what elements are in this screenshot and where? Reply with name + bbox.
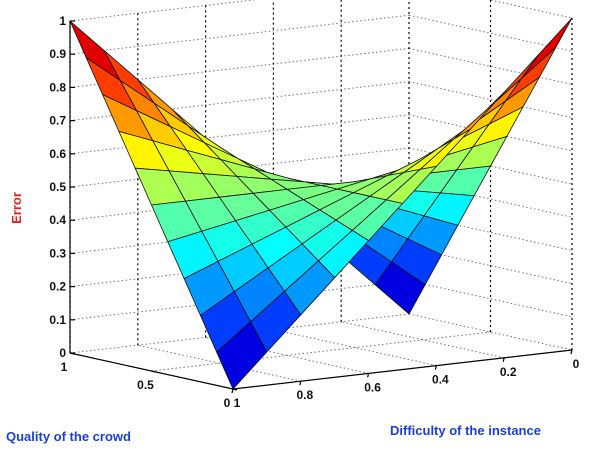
y-tick-mark (434, 365, 437, 370)
z-gridline-back (69, 147, 410, 188)
x-tick-mark (69, 352, 75, 355)
z-gridline-back (69, 280, 410, 321)
x-axis-label: Quality of the crowd (6, 429, 131, 444)
surface-patch (216, 321, 268, 390)
z-tick-label: 0.4 (49, 213, 66, 227)
x-tick-label: 0 (224, 396, 231, 410)
floor-gridline (151, 331, 491, 372)
y-axis-label: Difficulty of the instance (390, 423, 541, 438)
z-tick-label: 0.1 (49, 313, 66, 327)
z-tick-label: 0.9 (49, 47, 66, 61)
surface-patch (521, 17, 573, 79)
y-tick-mark (502, 357, 505, 362)
y-tick-label: 0.6 (364, 380, 381, 394)
z-tick-label: 0 (59, 346, 66, 360)
y-tick-label: 1 (234, 396, 241, 410)
z-gridline-back (69, 14, 410, 55)
y-tick-label: 0 (573, 357, 580, 371)
z-tick-label: 0.2 (49, 280, 66, 294)
y-axis-line (232, 349, 573, 390)
z-gridline-back (69, 313, 410, 354)
z-axis-label: Error (9, 192, 24, 224)
y-tick-label: 0.8 (296, 388, 313, 402)
x-tick-mark (232, 388, 238, 391)
y-tick-mark (367, 373, 370, 378)
z-gridline-back (69, 0, 257, 22)
y-tick-mark (299, 381, 302, 386)
z-tick-label: 0.8 (49, 80, 66, 94)
surface-mesh (69, 17, 573, 390)
y-tick-mark (231, 388, 234, 394)
y-tick-label: 0.4 (432, 373, 449, 387)
z-tick-label: 0.5 (49, 180, 66, 194)
x-tick-label: 1 (61, 360, 68, 374)
y-tick-mark (570, 349, 573, 355)
z-tick-label: 0.3 (49, 246, 66, 260)
x-tick-mark (151, 370, 156, 373)
x-tick-label: 0.5 (137, 378, 154, 392)
z-tick-label: 1 (59, 14, 66, 28)
z-tick-label: 0.7 (49, 114, 66, 128)
y-tick-label: 0.2 (500, 365, 517, 379)
z-tick-label: 0.6 (49, 147, 66, 161)
